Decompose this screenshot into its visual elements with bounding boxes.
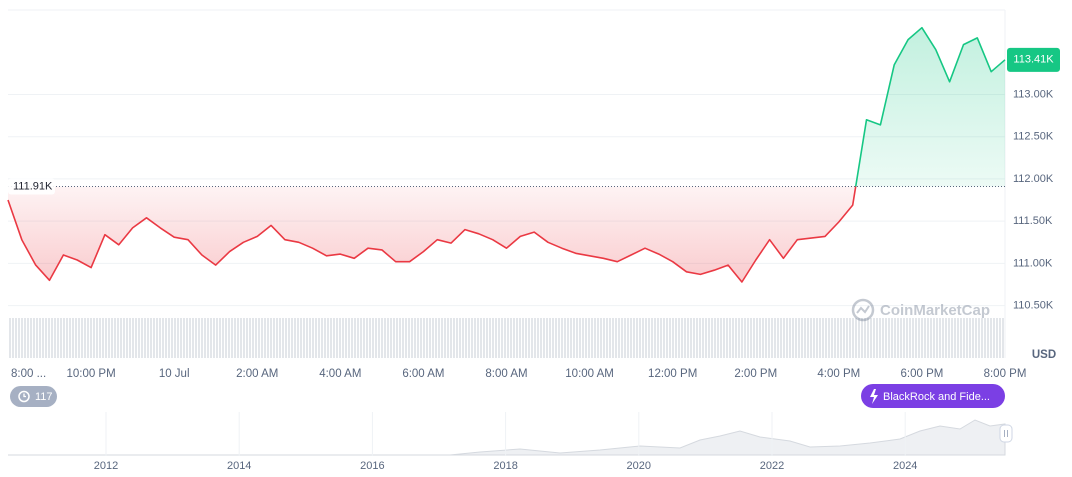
x-tick-label: 2:00 PM: [734, 368, 777, 380]
x-tick-label: 8:00 AM: [485, 368, 527, 380]
price-line: [7, 26, 1006, 283]
x-tick-label: 6:00 AM: [402, 368, 444, 380]
reference-label: 111.91K: [13, 180, 53, 192]
watermark: CoinMarketCap: [851, 298, 990, 322]
navigator-year: 2016: [360, 460, 384, 472]
y-tick-label: 110.50K: [1013, 300, 1054, 312]
events-badge[interactable]: 117: [10, 386, 57, 407]
navigator-year: 2022: [760, 460, 784, 472]
navigator-year: 2014: [227, 460, 251, 472]
last-price-label: 113.41K: [1013, 54, 1054, 66]
navigator-year: 2012: [94, 460, 118, 472]
navigator-year: 2020: [627, 460, 651, 472]
reference-badge: [8, 178, 55, 195]
y-tick-label: 112.00K: [1013, 173, 1054, 185]
x-tick-label: 12:00 PM: [648, 368, 697, 380]
x-tick-label: 10:00 AM: [565, 368, 614, 380]
news-title: BlackRock and Fide...: [883, 391, 990, 403]
unit-label: USD: [1032, 349, 1056, 361]
x-tick-label: 10 Jul: [159, 368, 190, 380]
x-tick-label: 4:00 AM: [319, 368, 361, 380]
volume-band: [8, 318, 1005, 358]
news-badge[interactable]: BlackRock and Fide...: [861, 384, 1005, 408]
price-area: [8, 27, 1005, 283]
navigator-year: 2024: [893, 460, 917, 472]
x-tick-label: 2:00 AM: [236, 368, 278, 380]
watermark-text: CoinMarketCap: [880, 302, 990, 319]
navigator-year: 2018: [493, 460, 517, 472]
y-tick-label: 111.50K: [1013, 215, 1053, 227]
x-tick-label: 4:00 PM: [817, 368, 860, 380]
navigator: [8, 412, 1013, 456]
y-tick-label: 113.00K: [1013, 88, 1054, 100]
y-tick-label: 112.50K: [1013, 131, 1054, 143]
last-price-badge: [1007, 47, 1060, 72]
x-tick-label: 6:00 PM: [901, 368, 944, 380]
x-tick-label: 8:00 PM: [984, 368, 1027, 380]
x-tick-label: 8:00 ...: [11, 368, 46, 380]
events-count: 117: [35, 391, 53, 403]
x-tick-label: 10:00 PM: [66, 368, 115, 380]
y-tick-label: 111.00K: [1013, 257, 1053, 269]
